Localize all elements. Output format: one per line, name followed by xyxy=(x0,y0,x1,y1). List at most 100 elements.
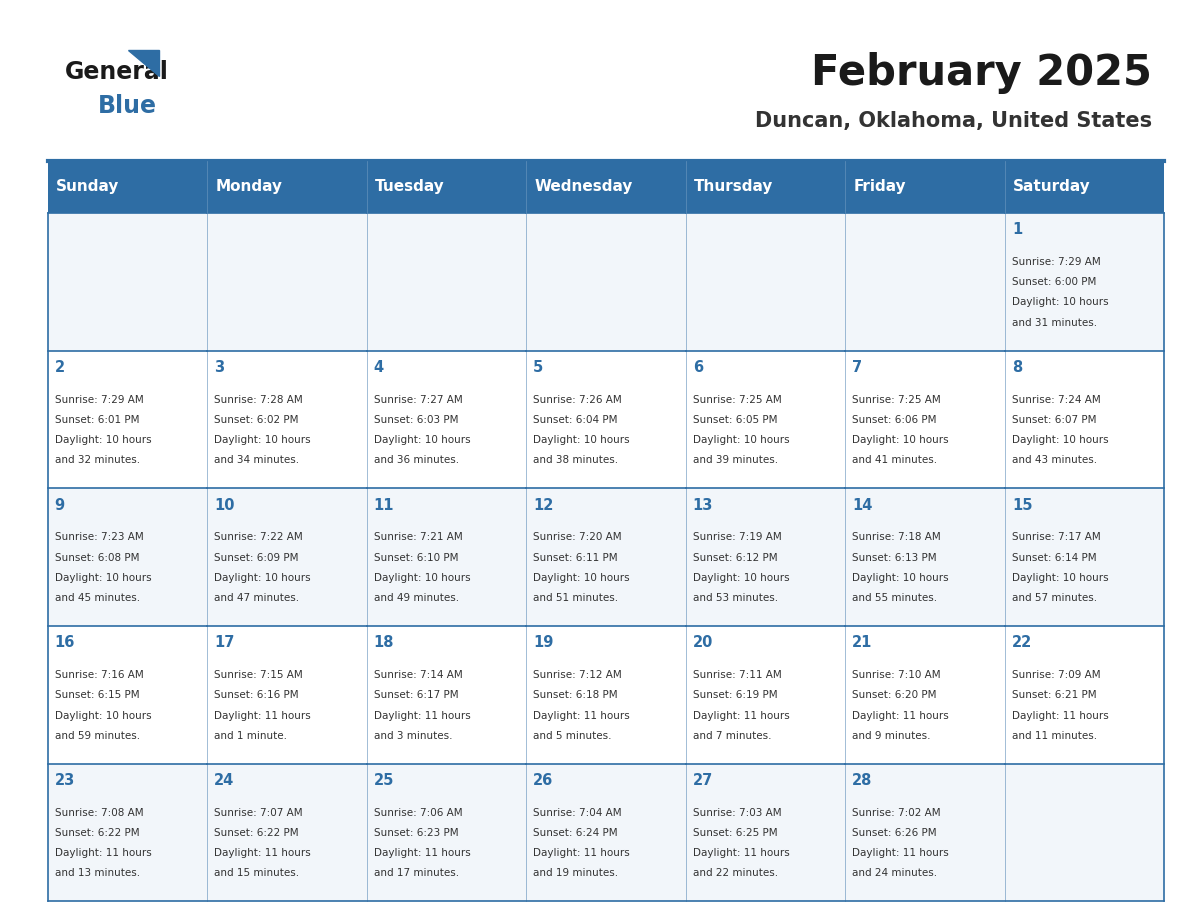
Text: Daylight: 10 hours: Daylight: 10 hours xyxy=(852,573,949,583)
Text: 24: 24 xyxy=(214,773,234,788)
Text: Sunset: 6:17 PM: Sunset: 6:17 PM xyxy=(374,690,459,700)
Bar xyxy=(367,213,526,351)
Text: 20: 20 xyxy=(693,635,713,650)
Text: Sunset: 6:14 PM: Sunset: 6:14 PM xyxy=(1012,553,1097,563)
Text: Daylight: 10 hours: Daylight: 10 hours xyxy=(55,435,151,445)
Text: Sunset: 6:15 PM: Sunset: 6:15 PM xyxy=(55,690,139,700)
Bar xyxy=(685,764,845,901)
Text: and 32 minutes.: and 32 minutes. xyxy=(55,455,140,465)
Text: 4: 4 xyxy=(374,360,384,375)
Text: and 19 minutes.: and 19 minutes. xyxy=(533,868,619,879)
Bar xyxy=(845,351,1005,488)
Text: 10: 10 xyxy=(214,498,235,512)
Text: 14: 14 xyxy=(852,498,873,512)
Text: Sunrise: 7:21 AM: Sunrise: 7:21 AM xyxy=(374,532,462,543)
Bar xyxy=(48,764,207,901)
Text: Sunset: 6:09 PM: Sunset: 6:09 PM xyxy=(214,553,298,563)
Text: Sunset: 6:03 PM: Sunset: 6:03 PM xyxy=(374,415,459,425)
Text: Sunrise: 7:22 AM: Sunrise: 7:22 AM xyxy=(214,532,303,543)
Text: Sunrise: 7:26 AM: Sunrise: 7:26 AM xyxy=(533,395,623,405)
Text: Sunset: 6:21 PM: Sunset: 6:21 PM xyxy=(1012,690,1097,700)
Text: 8: 8 xyxy=(1012,360,1022,375)
Bar xyxy=(1005,764,1164,901)
Bar xyxy=(48,161,1164,213)
Bar xyxy=(526,488,685,626)
Bar xyxy=(1005,213,1164,351)
Text: Sunset: 6:24 PM: Sunset: 6:24 PM xyxy=(533,828,618,838)
Text: 15: 15 xyxy=(1012,498,1032,512)
Bar xyxy=(685,488,845,626)
Text: Daylight: 10 hours: Daylight: 10 hours xyxy=(1012,435,1108,445)
Text: and 22 minutes.: and 22 minutes. xyxy=(693,868,778,879)
Text: 22: 22 xyxy=(1012,635,1032,650)
Text: and 53 minutes.: and 53 minutes. xyxy=(693,593,778,603)
Text: and 11 minutes.: and 11 minutes. xyxy=(1012,731,1097,741)
Text: Sunset: 6:13 PM: Sunset: 6:13 PM xyxy=(852,553,937,563)
Bar xyxy=(845,764,1005,901)
Text: Wednesday: Wednesday xyxy=(535,179,633,195)
Text: Daylight: 11 hours: Daylight: 11 hours xyxy=(1012,711,1108,721)
Text: Sunrise: 7:18 AM: Sunrise: 7:18 AM xyxy=(852,532,941,543)
Text: and 3 minutes.: and 3 minutes. xyxy=(374,731,453,741)
Text: Daylight: 10 hours: Daylight: 10 hours xyxy=(55,573,151,583)
Text: Daylight: 11 hours: Daylight: 11 hours xyxy=(852,848,949,858)
Text: Saturday: Saturday xyxy=(1013,179,1091,195)
Bar xyxy=(845,488,1005,626)
Text: Sunrise: 7:14 AM: Sunrise: 7:14 AM xyxy=(374,670,462,680)
Text: Sunrise: 7:04 AM: Sunrise: 7:04 AM xyxy=(533,808,621,818)
Text: Daylight: 10 hours: Daylight: 10 hours xyxy=(693,435,789,445)
Text: Sunrise: 7:08 AM: Sunrise: 7:08 AM xyxy=(55,808,144,818)
Text: Sunset: 6:22 PM: Sunset: 6:22 PM xyxy=(55,828,139,838)
Bar xyxy=(526,351,685,488)
Text: Sunset: 6:20 PM: Sunset: 6:20 PM xyxy=(852,690,937,700)
Text: Daylight: 10 hours: Daylight: 10 hours xyxy=(214,435,311,445)
Text: Sunrise: 7:11 AM: Sunrise: 7:11 AM xyxy=(693,670,782,680)
Bar xyxy=(1005,351,1164,488)
Text: Daylight: 11 hours: Daylight: 11 hours xyxy=(852,711,949,721)
Bar xyxy=(685,626,845,764)
Bar xyxy=(48,488,207,626)
Text: and 9 minutes.: and 9 minutes. xyxy=(852,731,931,741)
Bar xyxy=(685,213,845,351)
Text: 16: 16 xyxy=(55,635,75,650)
Text: Daylight: 11 hours: Daylight: 11 hours xyxy=(214,711,311,721)
Text: Sunrise: 7:27 AM: Sunrise: 7:27 AM xyxy=(374,395,462,405)
Text: Daylight: 10 hours: Daylight: 10 hours xyxy=(374,435,470,445)
Text: Sunrise: 7:06 AM: Sunrise: 7:06 AM xyxy=(374,808,462,818)
Text: Sunday: Sunday xyxy=(56,179,119,195)
Bar xyxy=(367,764,526,901)
Text: 25: 25 xyxy=(374,773,394,788)
Text: and 36 minutes.: and 36 minutes. xyxy=(374,455,459,465)
Text: 2: 2 xyxy=(55,360,65,375)
Text: 11: 11 xyxy=(374,498,394,512)
Text: Sunset: 6:25 PM: Sunset: 6:25 PM xyxy=(693,828,777,838)
Text: Sunrise: 7:29 AM: Sunrise: 7:29 AM xyxy=(55,395,144,405)
Bar xyxy=(845,213,1005,351)
Text: Daylight: 11 hours: Daylight: 11 hours xyxy=(693,711,790,721)
Text: Sunrise: 7:10 AM: Sunrise: 7:10 AM xyxy=(852,670,941,680)
Text: and 47 minutes.: and 47 minutes. xyxy=(214,593,299,603)
Text: Sunset: 6:10 PM: Sunset: 6:10 PM xyxy=(374,553,459,563)
Text: Monday: Monday xyxy=(215,179,283,195)
Text: Daylight: 11 hours: Daylight: 11 hours xyxy=(374,848,470,858)
Bar xyxy=(207,213,367,351)
Text: and 59 minutes.: and 59 minutes. xyxy=(55,731,140,741)
Bar xyxy=(367,488,526,626)
Text: 13: 13 xyxy=(693,498,713,512)
Text: and 15 minutes.: and 15 minutes. xyxy=(214,868,299,879)
Text: Sunrise: 7:12 AM: Sunrise: 7:12 AM xyxy=(533,670,623,680)
Text: General: General xyxy=(65,60,169,84)
Bar xyxy=(1005,488,1164,626)
Text: Sunrise: 7:25 AM: Sunrise: 7:25 AM xyxy=(852,395,941,405)
Text: 12: 12 xyxy=(533,498,554,512)
Text: Daylight: 10 hours: Daylight: 10 hours xyxy=(214,573,311,583)
Text: Sunset: 6:18 PM: Sunset: 6:18 PM xyxy=(533,690,618,700)
Text: Daylight: 11 hours: Daylight: 11 hours xyxy=(374,711,470,721)
Text: Sunrise: 7:07 AM: Sunrise: 7:07 AM xyxy=(214,808,303,818)
Bar xyxy=(1005,626,1164,764)
Text: Daylight: 10 hours: Daylight: 10 hours xyxy=(533,573,630,583)
Text: Daylight: 10 hours: Daylight: 10 hours xyxy=(693,573,789,583)
Bar xyxy=(845,626,1005,764)
Text: Sunrise: 7:15 AM: Sunrise: 7:15 AM xyxy=(214,670,303,680)
Text: Daylight: 10 hours: Daylight: 10 hours xyxy=(1012,573,1108,583)
